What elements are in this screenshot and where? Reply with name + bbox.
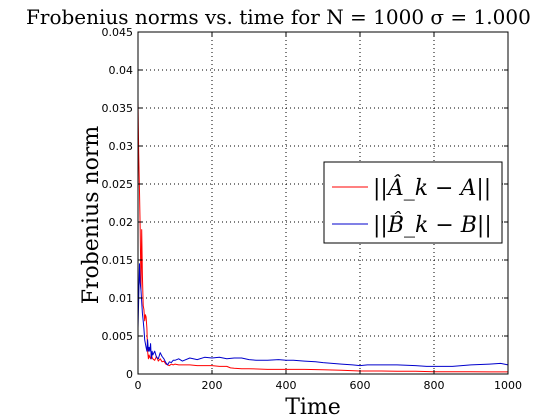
y-tick-label: 0.045 [102,26,134,39]
legend-label-b: ||B̂_k − B|| [373,212,492,238]
y-tick-label: 0.04 [109,64,134,77]
x-tick-label: 800 [424,379,445,392]
series-b-line [137,263,509,367]
y-tick-label: 0 [126,368,133,381]
y-tick-label: 0.005 [102,330,134,343]
series-layer [137,100,509,373]
x-tick-label: 600 [350,379,371,392]
y-tick-label: 0.025 [102,178,134,191]
legend: ||Â_k − A|| ||B̂_k − B|| [323,161,503,244]
x-tick-label: 1000 [494,379,522,392]
y-tick-label: 0.015 [102,254,134,267]
y-tick-label: 0.03 [109,140,134,153]
ticks: 0 200 400 600 800 1000 0 0.005 0.01 0.015 0.02 0.02… [102,26,523,392]
chart-title: Frobenius norms vs. time for N = 1000 σ … [26,5,531,29]
y-tick-label: 0.01 [109,292,134,305]
x-axis-title: Time [285,395,341,420]
plot-frame [137,31,509,375]
x-tick-label: 400 [276,379,297,392]
x-tick-label: 200 [202,379,223,392]
y-tick-label: 0.035 [102,102,134,115]
legend-box [323,161,503,244]
legend-label-a: ||Â_k − A|| [373,174,491,201]
x-tick-label: 0 [135,379,142,392]
y-axis-title: Frobenius norm [79,126,104,305]
series-a-line [137,100,508,373]
y-tick-label: 0.02 [109,216,134,229]
